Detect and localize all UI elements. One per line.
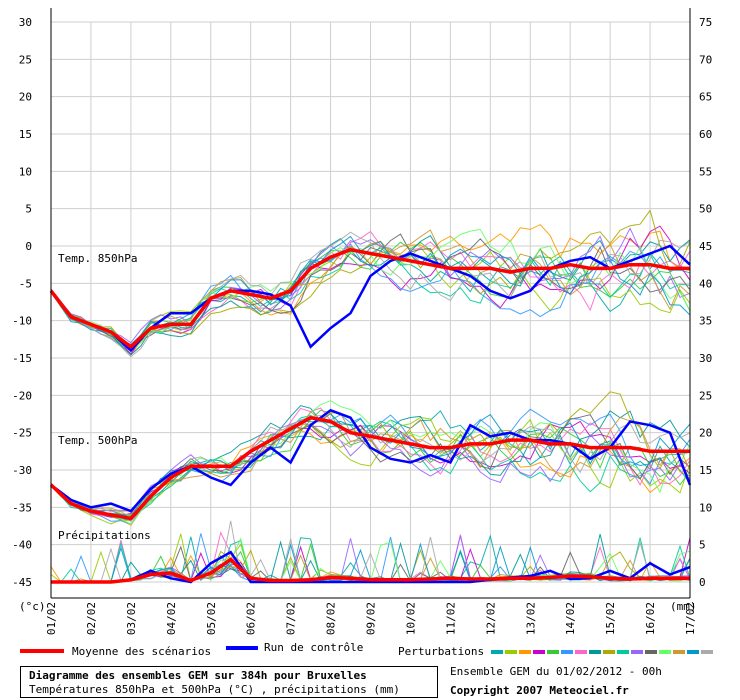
right-tick-label: 5 xyxy=(699,539,706,552)
legend-perturbation-swatch xyxy=(617,650,629,654)
legend-perturbation-swatch xyxy=(701,650,713,654)
axes: 302520151050-5-10-15-20-25-30-35-40-4575… xyxy=(12,8,712,635)
left-tick-label: -15 xyxy=(12,352,32,365)
legend-perturbation-swatch xyxy=(659,650,671,654)
left-tick-label: -30 xyxy=(12,464,32,477)
right-tick-label: 45 xyxy=(699,240,712,253)
legend-mean-label: Moyenne des scénarios xyxy=(72,645,211,658)
legend-perturbation-swatch xyxy=(505,650,517,654)
legend-perturbation-swatch xyxy=(547,650,559,654)
left-tick-label: -40 xyxy=(12,539,32,552)
right-tick-label: 50 xyxy=(699,203,712,216)
panel-label-precip: Précipitations xyxy=(58,529,151,542)
grid xyxy=(50,21,691,583)
left-tick-label: -10 xyxy=(12,315,32,328)
x-tick-label: 16/02 xyxy=(644,602,657,635)
chart-subtitle: Températures 850hPa et 500hPa (°C) , pré… xyxy=(29,683,400,696)
legend-perturbation-swatch xyxy=(561,650,573,654)
run-info: Ensemble GEM du 01/02/2012 - 00h xyxy=(450,665,662,678)
left-tick-label: 5 xyxy=(25,203,32,216)
legend-perturbation-swatch xyxy=(645,650,657,654)
control-line-t850 xyxy=(50,244,691,353)
legend-perturbations-label: Perturbations xyxy=(398,645,484,658)
left-tick-label: -45 xyxy=(12,576,32,589)
panel-label-t850: Temp. 850hPa xyxy=(58,252,137,265)
legend-perturbation-swatch xyxy=(687,650,699,654)
right-tick-label: 30 xyxy=(699,352,712,365)
left-tick-label: 0 xyxy=(25,240,32,253)
left-tick-label: 10 xyxy=(19,165,32,178)
x-tick-label: 07/02 xyxy=(285,602,298,635)
x-tick-label: 11/02 xyxy=(444,602,457,635)
right-tick-label: 10 xyxy=(699,501,712,514)
x-tick-label: 09/02 xyxy=(365,602,378,635)
right-tick-label: 25 xyxy=(699,389,712,402)
legend-perturbation-swatch xyxy=(491,650,503,654)
x-tick-label: 06/02 xyxy=(245,602,258,635)
mean-line-precip xyxy=(51,557,690,584)
legend-perturbation-swatch xyxy=(533,650,545,654)
perturbation-line xyxy=(50,229,691,348)
perturbation-line xyxy=(50,230,691,350)
x-tick-label: 02/02 xyxy=(85,602,98,635)
right-tick-label: 35 xyxy=(699,315,712,328)
x-tick-label: 01/02 xyxy=(45,602,58,635)
right-tick-label: 20 xyxy=(699,427,712,440)
right-tick-label: 60 xyxy=(699,128,712,141)
x-tick-label: 13/02 xyxy=(524,602,537,635)
left-tick-label: -25 xyxy=(12,427,32,440)
left-tick-label: -5 xyxy=(19,277,32,290)
x-tick-label: 10/02 xyxy=(404,602,417,635)
x-tick-label: 14/02 xyxy=(564,602,577,635)
title-box: Diagramme des ensembles GEM sur 384h pou… xyxy=(20,666,438,698)
x-tick-label: 08/02 xyxy=(325,602,338,635)
right-tick-label: 0 xyxy=(699,576,706,589)
control-line-t500 xyxy=(50,408,692,513)
legend-perturbation-swatch xyxy=(631,650,643,654)
legend: Moyenne des scénarios Run de contrôle Pert… xyxy=(20,641,713,658)
perturbation-line xyxy=(50,227,691,344)
perturbation-line xyxy=(50,231,691,358)
left-axis-unit: (°c) xyxy=(19,600,46,613)
legend-perturbation-swatch xyxy=(575,650,587,654)
legend-perturbation-swatch xyxy=(673,650,685,654)
right-tick-label: 40 xyxy=(699,277,712,290)
mean-line-t850 xyxy=(49,247,690,349)
ensemble-chart: 302520151050-5-10-15-20-25-30-35-40-4575… xyxy=(12,8,713,658)
right-tick-label: 55 xyxy=(699,165,712,178)
legend-perturbation-swatch xyxy=(603,650,615,654)
x-tick-label: 15/02 xyxy=(604,602,617,635)
legend-control-label: Run de contrôle xyxy=(264,641,363,654)
left-tick-label: 30 xyxy=(19,16,32,29)
right-axis-unit: (mm) xyxy=(670,600,697,613)
left-tick-label: 15 xyxy=(19,128,32,141)
left-tick-label: -20 xyxy=(12,389,32,402)
left-tick-label: -35 xyxy=(12,501,32,514)
x-tick-label: 04/02 xyxy=(165,602,178,635)
chart-title: Diagramme des ensembles GEM sur 384h pou… xyxy=(29,669,367,682)
legend-perturbation-swatch xyxy=(589,650,601,654)
right-tick-label: 65 xyxy=(699,91,712,104)
left-tick-label: 20 xyxy=(19,91,32,104)
x-tick-label: 03/02 xyxy=(125,602,138,635)
right-tick-label: 15 xyxy=(699,464,712,477)
panel-label-t500: Temp. 500hPa xyxy=(58,434,137,447)
mean-line-t500 xyxy=(49,415,690,521)
right-tick-label: 70 xyxy=(699,53,712,66)
x-tick-label: 17/02 xyxy=(684,602,697,635)
main-series-lines xyxy=(49,244,692,584)
copyright: Copyright 2007 Meteociel.fr xyxy=(450,684,629,697)
right-tick-label: 75 xyxy=(699,16,712,29)
x-tick-label: 05/02 xyxy=(205,602,218,635)
x-tick-label: 12/02 xyxy=(484,602,497,635)
legend-perturbation-swatch xyxy=(519,650,531,654)
left-tick-label: 25 xyxy=(19,53,32,66)
